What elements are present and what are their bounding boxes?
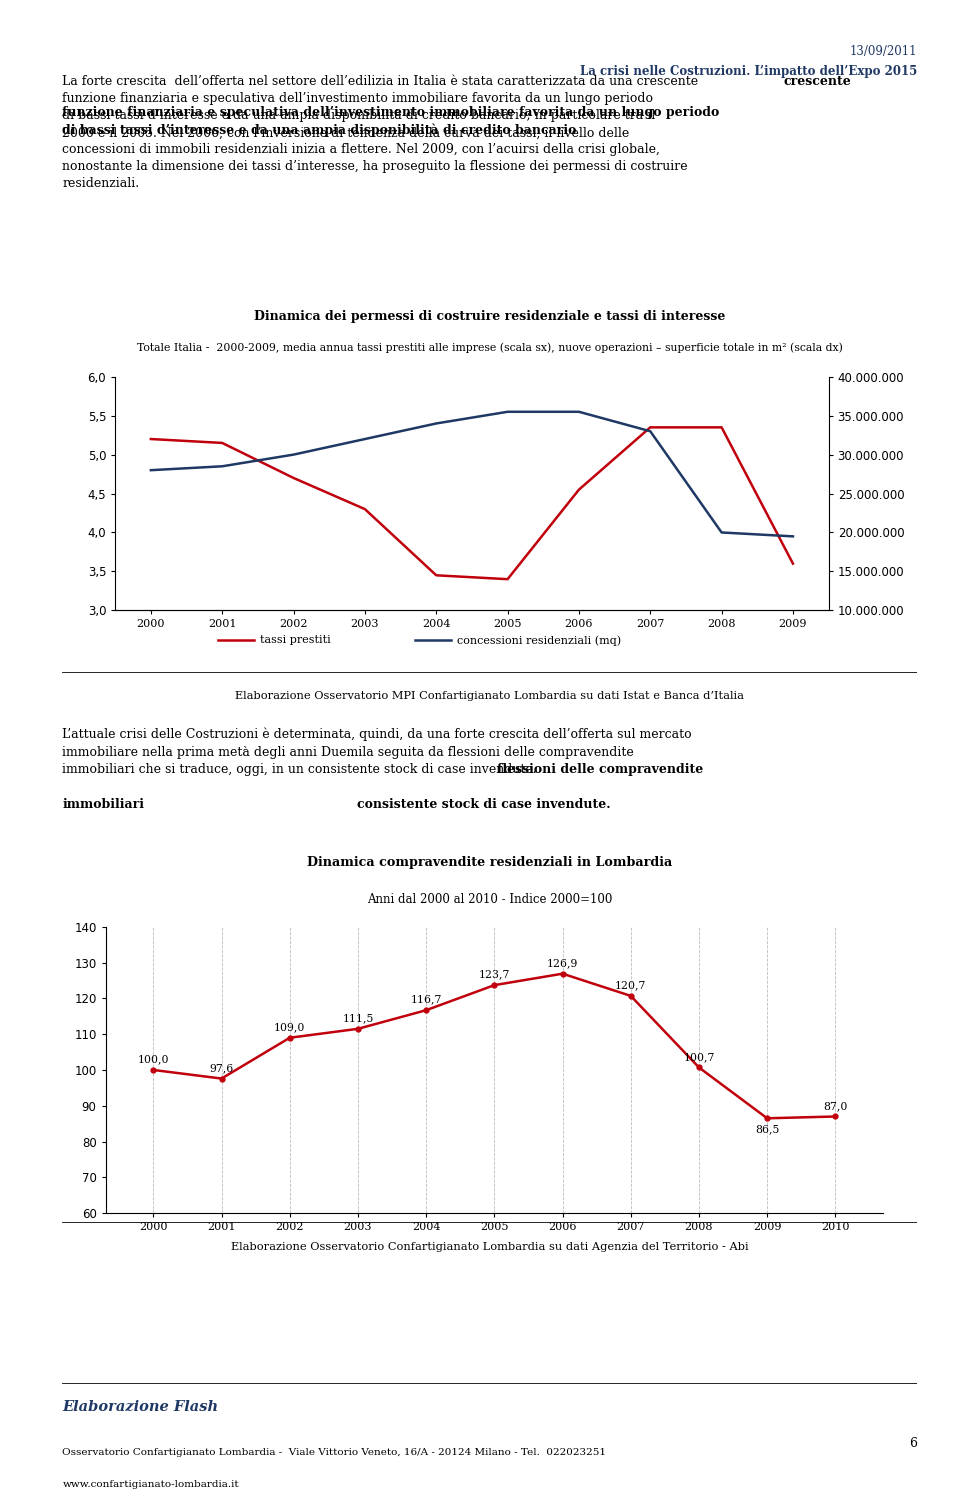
Text: 126,9: 126,9	[547, 958, 578, 967]
Text: La forte crescita  dell’offerta nel settore dell’edilizia in Italia è stata cara: La forte crescita dell’offerta nel setto…	[62, 75, 699, 190]
Text: 13/09/2011: 13/09/2011	[850, 45, 917, 59]
Text: flessioni delle compravendite: flessioni delle compravendite	[496, 763, 703, 776]
Text: Elaborazione Osservatorio MPI Confartigianato Lombardia su dati Istat e Banca d’: Elaborazione Osservatorio MPI Confartigi…	[235, 690, 744, 701]
Text: 100,7: 100,7	[684, 1052, 714, 1062]
Text: La crisi nelle Costruzioni. L’impatto dell’Expo 2015: La crisi nelle Costruzioni. L’impatto de…	[580, 65, 917, 78]
Text: L’attuale crisi delle Costruzioni è determinata, quindi, da una forte crescita d: L’attuale crisi delle Costruzioni è dete…	[62, 728, 692, 776]
Text: Osservatorio Confartigianato Lombardia -  Viale Vittorio Veneto, 16/A - 20124 Mi: Osservatorio Confartigianato Lombardia -…	[62, 1448, 607, 1457]
Text: Dinamica compravendite residenziali in Lombardia: Dinamica compravendite residenziali in L…	[307, 856, 672, 870]
Text: concessioni residenziali (mq): concessioni residenziali (mq)	[457, 634, 621, 647]
Text: 109,0: 109,0	[274, 1022, 305, 1032]
Text: www.confartigianato-lombardia.it: www.confartigianato-lombardia.it	[62, 1480, 239, 1489]
Text: consistente stock di case invendute.: consistente stock di case invendute.	[357, 799, 611, 811]
Text: tassi prestiti: tassi prestiti	[260, 636, 330, 645]
Text: Dinamica dei permessi di costruire residenziale e tassi di interesse: Dinamica dei permessi di costruire resid…	[253, 310, 726, 324]
Text: crescente: crescente	[783, 75, 852, 89]
Text: 86,5: 86,5	[755, 1124, 780, 1133]
Text: 123,7: 123,7	[479, 969, 510, 980]
Text: Anni dal 2000 al 2010 - Indice 2000=100: Anni dal 2000 al 2010 - Indice 2000=100	[367, 892, 612, 906]
Text: 100,0: 100,0	[137, 1055, 169, 1064]
Text: 6: 6	[909, 1436, 917, 1450]
Text: 97,6: 97,6	[209, 1062, 233, 1073]
Text: Elaborazione Osservatorio Confartigianato Lombardia su dati Agenzia del Territor: Elaborazione Osservatorio Confartigianat…	[230, 1242, 749, 1252]
Text: 87,0: 87,0	[823, 1102, 848, 1111]
Text: immobiliari: immobiliari	[62, 799, 144, 811]
Text: 120,7: 120,7	[615, 981, 646, 990]
Text: 116,7: 116,7	[411, 995, 442, 1005]
Text: Totale Italia -  2000-2009, media annua tassi prestiti alle imprese (scala sx), : Totale Italia - 2000-2009, media annua t…	[136, 342, 843, 353]
Text: Elaborazione Flash: Elaborazione Flash	[62, 1400, 219, 1414]
Text: funzione finanziaria e speculativa dell’investimento immobiliare favorita da un : funzione finanziaria e speculativa dell’…	[62, 107, 720, 137]
Text: 111,5: 111,5	[343, 1013, 373, 1023]
